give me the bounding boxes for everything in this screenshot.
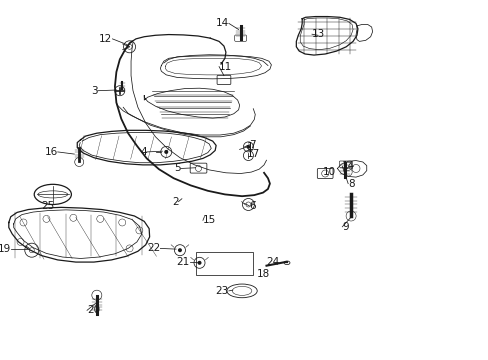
Text: 8: 8 bbox=[347, 179, 354, 189]
Text: 19: 19 bbox=[0, 244, 11, 254]
Text: 7: 7 bbox=[249, 140, 256, 150]
Text: 2: 2 bbox=[171, 197, 178, 207]
Text: 16: 16 bbox=[44, 147, 58, 157]
Text: 12: 12 bbox=[99, 34, 112, 44]
Text: 14: 14 bbox=[215, 18, 228, 28]
Bar bbox=[195, 252, 253, 275]
Text: 18: 18 bbox=[256, 269, 269, 279]
Text: 4: 4 bbox=[140, 147, 146, 157]
Text: 5: 5 bbox=[174, 163, 181, 174]
Text: 23: 23 bbox=[215, 286, 228, 296]
Circle shape bbox=[246, 145, 250, 149]
Circle shape bbox=[197, 261, 201, 265]
Text: 13: 13 bbox=[311, 29, 325, 39]
Text: 21: 21 bbox=[176, 257, 189, 267]
Text: 9: 9 bbox=[342, 222, 348, 232]
Circle shape bbox=[178, 248, 182, 252]
Text: 10: 10 bbox=[322, 167, 335, 177]
Text: 15: 15 bbox=[203, 215, 216, 225]
Text: 24: 24 bbox=[266, 257, 279, 267]
Text: 6: 6 bbox=[249, 201, 256, 211]
Text: 17: 17 bbox=[246, 149, 260, 159]
Text: 11: 11 bbox=[219, 62, 232, 72]
Text: 22: 22 bbox=[147, 243, 160, 253]
Circle shape bbox=[164, 150, 168, 154]
Text: 20: 20 bbox=[87, 305, 100, 315]
Text: 1: 1 bbox=[246, 142, 253, 152]
Text: 14: 14 bbox=[342, 161, 355, 171]
Text: 3: 3 bbox=[91, 86, 98, 96]
Text: 25: 25 bbox=[41, 201, 55, 211]
